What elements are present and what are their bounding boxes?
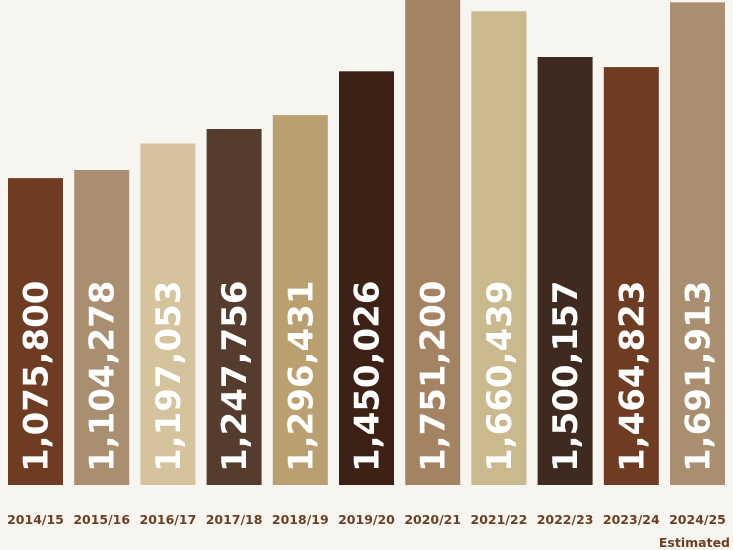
value-label-2018-19: 1,296,431 <box>281 281 321 472</box>
bars-group <box>8 0 725 486</box>
bar-2021-22 <box>471 11 527 486</box>
bar-2014-15 <box>8 178 63 485</box>
category-label-2016-17: 2016/17 <box>140 512 197 527</box>
bar-2016-17 <box>140 143 196 485</box>
value-label-2015-16: 1,104,278 <box>83 281 123 472</box>
category-label-2020-21: 2020/21 <box>404 512 461 527</box>
bar-2022-23 <box>537 57 593 485</box>
value-label-2017-18: 1,247,756 <box>215 281 255 472</box>
category-label-2023-24: 2023/24 <box>603 512 660 527</box>
value-label-2016-17: 1,197,053 <box>149 281 189 472</box>
bar-2018-19 <box>272 115 328 485</box>
category-label-2014-15: 2014/15 <box>7 512 64 527</box>
value-label-2014-15: 1,075,800 <box>17 281 57 472</box>
value-label-2024-25: 1,691,913 <box>679 281 719 472</box>
bar-2017-18 <box>206 129 262 485</box>
annotation-estimated: Estimated <box>659 535 730 550</box>
category-label-2018-19: 2018/19 <box>272 512 329 527</box>
bar-2020-21 <box>405 0 461 485</box>
bar-2023-24 <box>603 67 659 485</box>
category-labels-group: 2014/15 2015/16 2016/17 2017/18 2018/19 2019/… <box>7 512 726 527</box>
value-label-2022-23: 1,500,157 <box>546 281 586 472</box>
value-label-2019-20: 1,450,026 <box>348 281 388 472</box>
bar-2015-16 <box>74 170 130 485</box>
value-label-2020-21: 1,751,200 <box>414 281 454 472</box>
annotations-group: Estimated <box>659 535 730 550</box>
value-label-2021-22: 1,660,439 <box>480 281 520 472</box>
value-labels-group: 1,075,800 1,104,278 1,197,053 1,247,756 1,29… <box>17 281 719 472</box>
category-label-2017-18: 2017/18 <box>206 512 263 527</box>
bar-2019-20 <box>339 71 394 486</box>
category-label-2022-23: 2022/23 <box>537 512 594 527</box>
value-label-2023-24: 1,464,823 <box>612 281 652 472</box>
category-label-2015-16: 2015/16 <box>73 512 130 527</box>
category-label-2021-22: 2021/22 <box>471 512 528 527</box>
category-label-2024-25: 2024/25 <box>669 512 726 527</box>
category-label-2019-20: 2019/20 <box>338 512 395 527</box>
bar-2024-25 <box>670 2 725 486</box>
